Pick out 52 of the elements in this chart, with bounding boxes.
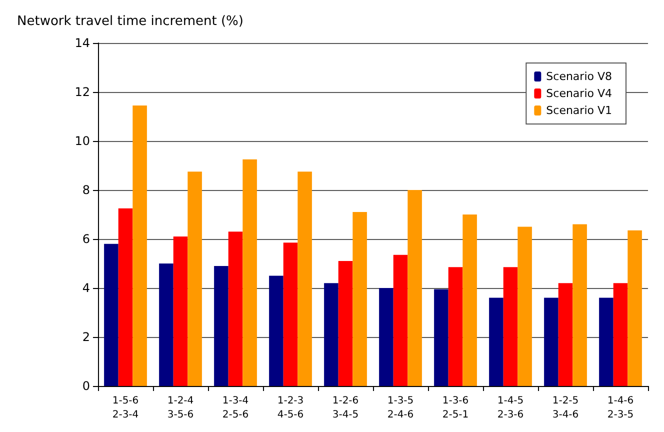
x-tick-label: 1-3-5 2-4-6: [387, 396, 414, 420]
bar: [159, 264, 174, 386]
bar: [242, 159, 257, 386]
legend-label: Scenario V4: [546, 87, 612, 100]
bar: [324, 283, 338, 386]
y-tick-label: 14: [74, 36, 90, 50]
bar: [462, 214, 477, 386]
y-tick-label: 10: [74, 134, 90, 148]
legend-label: Scenario V1: [546, 104, 612, 117]
x-tick-label: 1-2-3 4-5-6: [277, 396, 304, 420]
x-tick-label: 1-4-5 2-3-6: [497, 396, 524, 420]
x-tick-label: 1-3-6 2-5-1: [442, 396, 469, 420]
x-tick-label: 1-2-5 3-4-6: [552, 396, 579, 420]
x-tick-label: 1-2-4 3-5-6: [167, 396, 194, 420]
bar: [518, 226, 532, 386]
y-tick-label: 2: [82, 330, 90, 344]
bar: [544, 298, 558, 386]
bar: [393, 254, 408, 386]
bar: [188, 172, 202, 386]
bar: [558, 283, 573, 386]
y-tick-label: 6: [82, 232, 90, 246]
bar: [628, 230, 642, 386]
bar: [434, 289, 448, 386]
y-tick-label: 4: [82, 281, 90, 295]
bar: [269, 276, 284, 386]
bar: [448, 267, 463, 386]
bar: [379, 288, 394, 386]
bar: [572, 224, 587, 386]
y-axis-title: Network travel time increment (%): [17, 14, 244, 29]
bar: [173, 236, 188, 386]
legend-label: Scenario V8: [546, 70, 612, 83]
bar: [298, 172, 312, 386]
bar: [503, 267, 518, 386]
bar: [214, 266, 228, 386]
x-tick-label: 1-2-6 3-4-5: [332, 396, 359, 420]
y-tick-label: 0: [82, 379, 90, 393]
bar: [613, 283, 628, 386]
bar: [132, 105, 147, 386]
bar: [104, 244, 118, 386]
bar: [338, 261, 353, 386]
x-tick-label: 1-3-4 2-5-6: [222, 396, 249, 420]
bar: [118, 208, 133, 386]
bar: [489, 298, 504, 386]
bar: [352, 212, 367, 386]
y-tick-label: 12: [74, 85, 90, 99]
x-tick-label: 1-4-6 2-3-5: [607, 396, 634, 420]
bar: [228, 232, 243, 386]
bar: [283, 242, 298, 386]
bar: [599, 298, 614, 386]
y-tick-label: 8: [82, 183, 90, 197]
x-tick-label: 1-5-6 2-3-4: [112, 396, 139, 420]
bar: [408, 190, 422, 386]
